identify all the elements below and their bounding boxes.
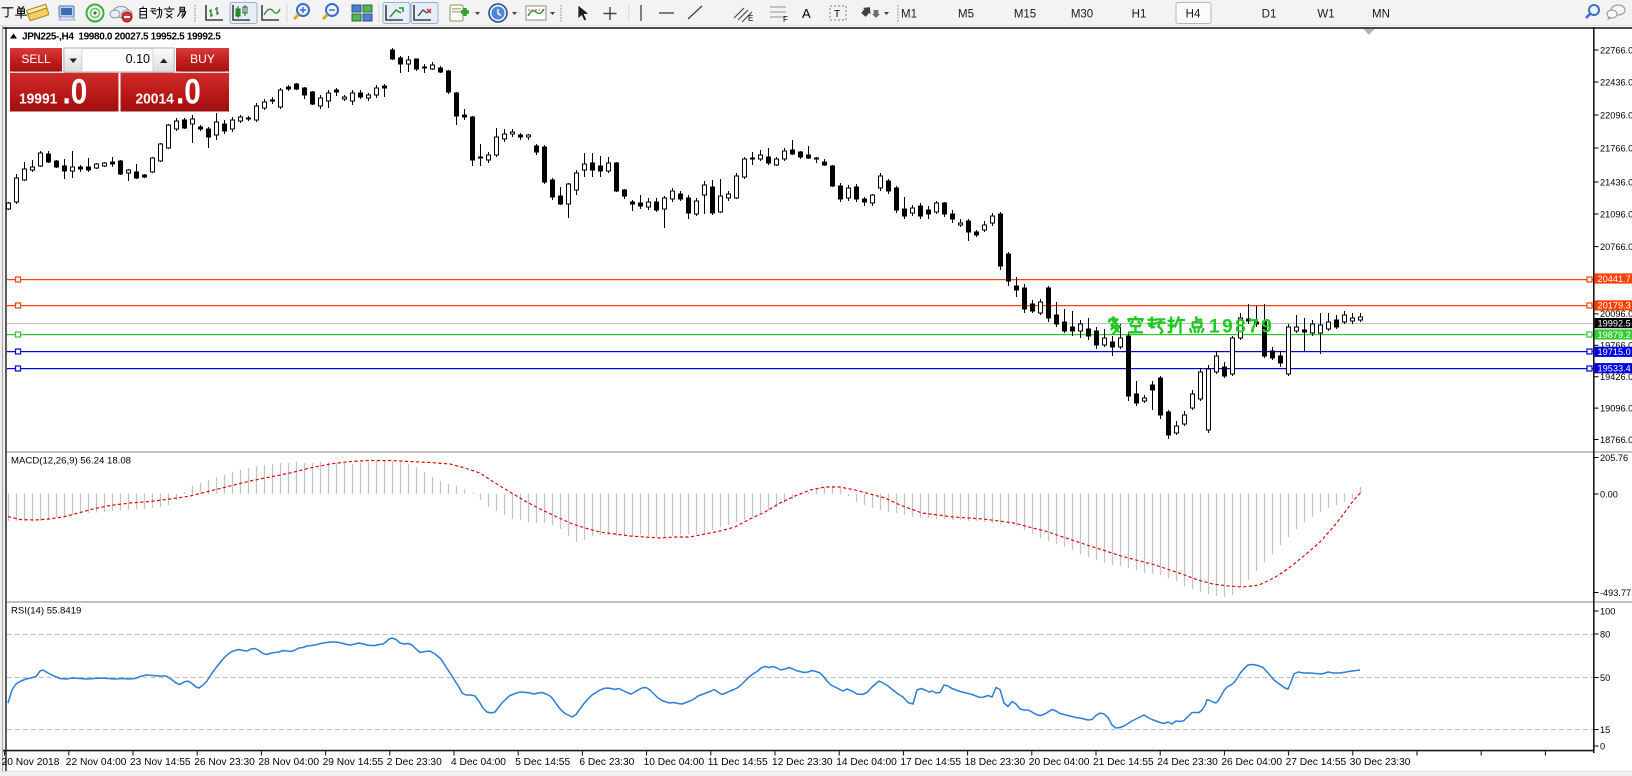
svg-text:21096.0: 21096.0 bbox=[1600, 209, 1632, 219]
svg-text:M15: M15 bbox=[1014, 9, 1036, 21]
svg-text:12 Dec 23:30: 12 Dec 23:30 bbox=[772, 757, 833, 768]
svg-text:0.00: 0.00 bbox=[1600, 489, 1618, 499]
svg-text:4 Dec 04:00: 4 Dec 04:00 bbox=[451, 757, 506, 768]
svg-text:100: 100 bbox=[1600, 606, 1615, 616]
svg-text:14 Dec 04:00: 14 Dec 04:00 bbox=[836, 757, 897, 768]
svg-text:BUY: BUY bbox=[190, 52, 215, 66]
svg-text:6 Dec 23:30: 6 Dec 23:30 bbox=[579, 757, 634, 768]
svg-text:M5: M5 bbox=[958, 9, 974, 21]
svg-text:19766.0: 19766.0 bbox=[1600, 341, 1632, 351]
svg-text:26 Nov 23:30: 26 Nov 23:30 bbox=[194, 757, 255, 768]
svg-text:205.76: 205.76 bbox=[1600, 453, 1628, 463]
svg-text:20441.7: 20441.7 bbox=[1598, 274, 1631, 284]
svg-text:22436.0: 22436.0 bbox=[1600, 77, 1632, 87]
svg-text:24 Dec 23:30: 24 Dec 23:30 bbox=[1157, 757, 1218, 768]
svg-text:19533.4: 19533.4 bbox=[1598, 364, 1631, 374]
svg-text:18 Dec 23:30: 18 Dec 23:30 bbox=[965, 757, 1026, 768]
svg-text:23 Nov 14:55: 23 Nov 14:55 bbox=[130, 757, 191, 768]
svg-text:21 Dec 14:55: 21 Dec 14:55 bbox=[1093, 757, 1154, 768]
svg-text:20179.3: 20179.3 bbox=[1598, 301, 1631, 311]
svg-text:-493.77: -493.77 bbox=[1600, 588, 1631, 598]
svg-text:19879.2: 19879.2 bbox=[1598, 330, 1631, 340]
svg-text:20 Nov 2018: 20 Nov 2018 bbox=[2, 757, 60, 768]
svg-text:28 Nov 04:00: 28 Nov 04:00 bbox=[258, 757, 319, 768]
svg-text:A: A bbox=[802, 6, 811, 21]
svg-text:27 Dec 14:55: 27 Dec 14:55 bbox=[1286, 757, 1347, 768]
svg-text:19715.0: 19715.0 bbox=[1598, 347, 1631, 357]
svg-text:M1: M1 bbox=[901, 9, 917, 21]
svg-text:30 Dec 23:30: 30 Dec 23:30 bbox=[1350, 757, 1411, 768]
svg-text:W1: W1 bbox=[1317, 9, 1334, 21]
svg-text:H1: H1 bbox=[1132, 9, 1147, 21]
svg-text:18766.0: 18766.0 bbox=[1600, 435, 1632, 445]
svg-text:19991: 19991 bbox=[19, 91, 57, 108]
svg-text:20766.0: 20766.0 bbox=[1600, 242, 1632, 252]
svg-text:.0: .0 bbox=[176, 72, 201, 111]
svg-text:50: 50 bbox=[1600, 673, 1610, 683]
svg-text:0.10: 0.10 bbox=[126, 52, 150, 66]
svg-text:10 Dec 04:00: 10 Dec 04:00 bbox=[644, 757, 705, 768]
svg-text:11 Dec 14:55: 11 Dec 14:55 bbox=[708, 757, 768, 768]
svg-text:T: T bbox=[834, 9, 840, 20]
svg-text:SELL: SELL bbox=[21, 52, 51, 66]
svg-text:22766.0: 22766.0 bbox=[1600, 45, 1632, 55]
svg-text:29 Nov 14:55: 29 Nov 14:55 bbox=[323, 757, 384, 768]
svg-text:20 Dec 04:00: 20 Dec 04:00 bbox=[1029, 757, 1090, 768]
svg-text:15: 15 bbox=[1600, 725, 1610, 735]
svg-text:RSI(14) 55.8419: RSI(14) 55.8419 bbox=[11, 606, 81, 617]
svg-text:.0: .0 bbox=[63, 72, 88, 111]
svg-text:19426.0: 19426.0 bbox=[1600, 372, 1632, 382]
svg-text:F: F bbox=[783, 15, 788, 24]
svg-text:0: 0 bbox=[1600, 741, 1605, 751]
svg-text:19879: 19879 bbox=[1209, 317, 1274, 338]
svg-text:21766.0: 21766.0 bbox=[1600, 143, 1632, 153]
svg-text:MACD(12,26,9) 56.24 18.08: MACD(12,26,9) 56.24 18.08 bbox=[11, 456, 131, 467]
svg-text:H4: H4 bbox=[1186, 9, 1201, 21]
svg-text:21436.0: 21436.0 bbox=[1600, 177, 1632, 187]
svg-text:M30: M30 bbox=[1071, 9, 1093, 21]
svg-text:20014: 20014 bbox=[136, 91, 174, 108]
svg-text:JPN225-,H4 19980.0 20027.5 19: JPN225-,H4 19980.0 20027.5 19952.5 19992… bbox=[22, 32, 221, 43]
svg-text:D1: D1 bbox=[1262, 9, 1277, 21]
svg-text:19992.5: 19992.5 bbox=[1598, 318, 1631, 328]
svg-text:22 Nov 04:00: 22 Nov 04:00 bbox=[66, 757, 127, 768]
svg-text:80: 80 bbox=[1600, 629, 1610, 639]
svg-text:22096.0: 22096.0 bbox=[1600, 110, 1632, 120]
svg-text:19096.0: 19096.0 bbox=[1600, 403, 1632, 413]
svg-text:MN: MN bbox=[1372, 9, 1390, 21]
svg-text:17 Dec 14:55: 17 Dec 14:55 bbox=[900, 757, 961, 768]
svg-text:E: E bbox=[748, 14, 753, 23]
svg-text:5 Dec 14:55: 5 Dec 14:55 bbox=[515, 757, 570, 768]
svg-text:26 Dec 04:00: 26 Dec 04:00 bbox=[1221, 757, 1282, 768]
svg-text:2 Dec 23:30: 2 Dec 23:30 bbox=[387, 757, 442, 768]
svg-text:20096.0: 20096.0 bbox=[1600, 309, 1632, 319]
